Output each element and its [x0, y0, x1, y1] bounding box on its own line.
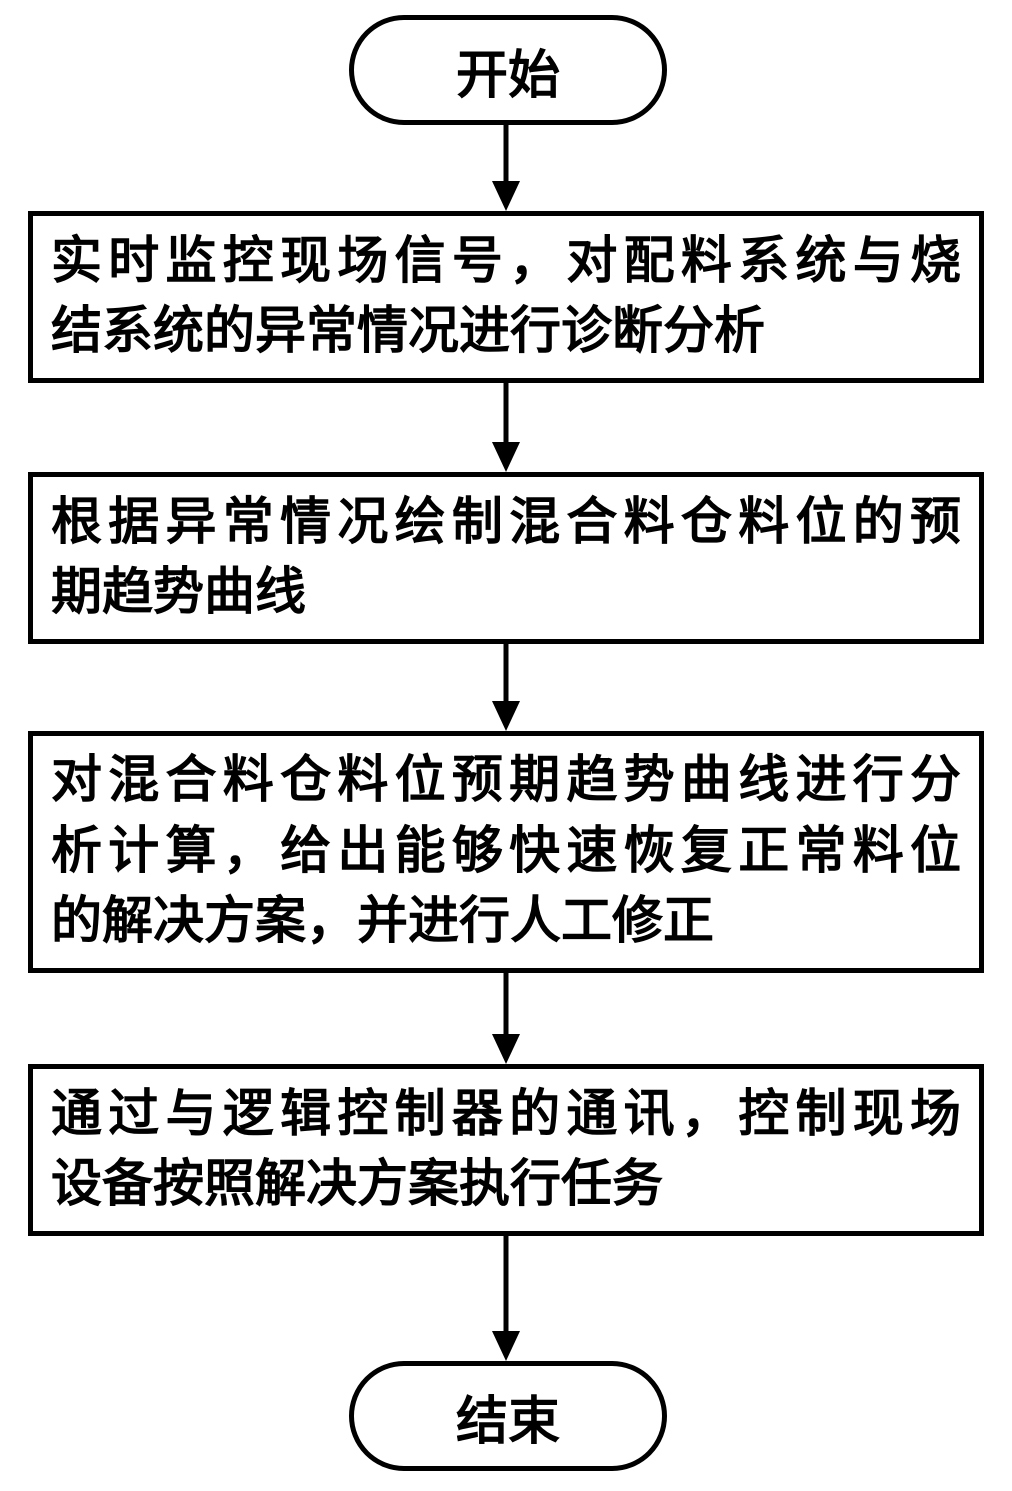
flowchart-step-3: 对混合料仓料位预期趋势曲线进行分 析计算，给出能够快速恢复正常料位 的解决方案，…	[28, 731, 984, 973]
flowchart-start: 开始	[349, 15, 667, 125]
flowchart-step-1: 实时监控现场信号，对配料系统与烧 结系统的异常情况进行诊断分析	[28, 211, 984, 383]
flowchart-arrow-2	[490, 383, 522, 472]
flowchart-arrow-4	[490, 973, 522, 1064]
flowchart-arrow-3	[490, 644, 522, 731]
flowchart-arrow-5	[490, 1236, 522, 1361]
flowchart-step-4-text: 通过与逻辑控制器的通讯，控制现场 设备按照解决方案执行任务	[51, 1080, 961, 1221]
flowchart-arrow-1	[490, 125, 522, 211]
flowchart-end: 结束	[349, 1361, 667, 1471]
flowchart-step-2-text: 根据异常情况绘制混合料仓料位的预 期趋势曲线	[51, 488, 961, 629]
flowchart-step-3-text: 对混合料仓料位预期趋势曲线进行分 析计算，给出能够快速恢复正常料位 的解决方案，…	[51, 746, 961, 957]
flowchart-step-1-text: 实时监控现场信号，对配料系统与烧 结系统的异常情况进行诊断分析	[51, 227, 961, 368]
flowchart-step-2: 根据异常情况绘制混合料仓料位的预 期趋势曲线	[28, 472, 984, 644]
flowchart-start-label: 开始	[456, 33, 560, 108]
flowchart-end-label: 结束	[456, 1379, 560, 1454]
flowchart-step-4: 通过与逻辑控制器的通讯，控制现场 设备按照解决方案执行任务	[28, 1064, 984, 1236]
